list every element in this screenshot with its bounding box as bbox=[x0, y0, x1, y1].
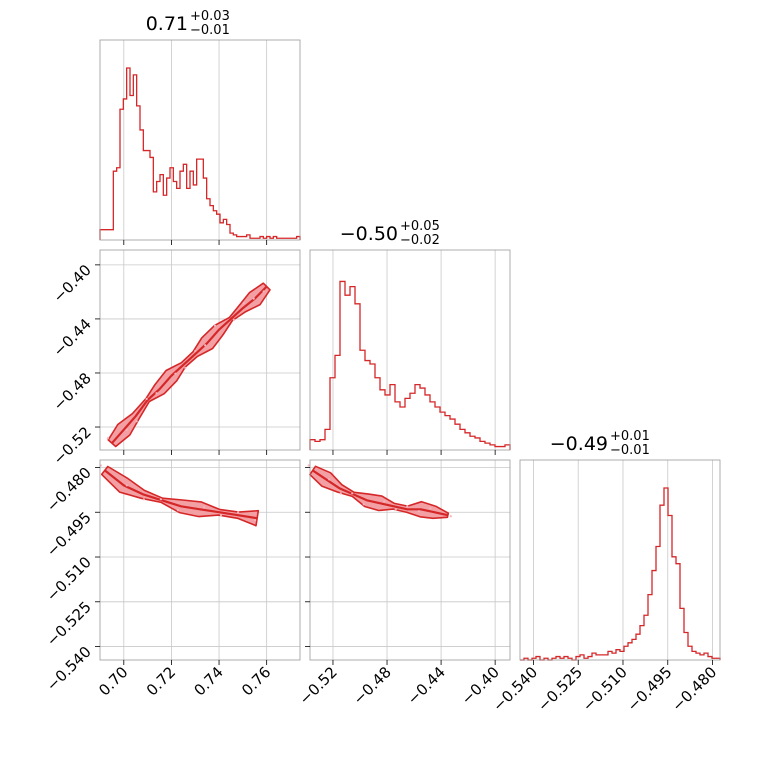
density-contour-0-2 bbox=[100, 465, 260, 527]
panel-title-plus-1: +0.05 bbox=[400, 219, 440, 234]
y-tick-label-2-3: −0.495 bbox=[43, 508, 95, 560]
tick-layer: −0.540−0.525−0.510−0.495−0.480−0.52−0.48… bbox=[43, 240, 720, 715]
y-tick-label-1-2: −0.44 bbox=[50, 315, 95, 360]
density-contour-0-1 bbox=[107, 282, 271, 448]
sample-point-0-1-6 bbox=[184, 366, 187, 369]
density-ridge-1-2 bbox=[312, 469, 449, 517]
sample-point-0-1-12 bbox=[252, 297, 255, 300]
panel-frame-1-2 bbox=[309, 459, 511, 661]
sample-point-1-2-7 bbox=[406, 505, 409, 508]
sample-point-0-1-2 bbox=[135, 420, 138, 423]
sample-point-1-2-9 bbox=[429, 507, 432, 510]
grid-layer bbox=[100, 40, 713, 660]
sample-point-0-1-0 bbox=[106, 437, 110, 440]
sample-point-1-2-5 bbox=[383, 500, 386, 503]
x-tick-label-2-2: −0.510 bbox=[579, 663, 631, 715]
x-tick-label-1-0: −0.52 bbox=[296, 663, 341, 708]
sample-point-0-2-2 bbox=[142, 498, 145, 501]
y-tick-label-2-4: −0.480 bbox=[43, 464, 95, 516]
y-tick-label-1-1: −0.48 bbox=[50, 369, 95, 414]
sample-point-0-1-13 bbox=[262, 290, 265, 293]
density-ridge-0-2 bbox=[104, 469, 258, 520]
density-contour-1-2 bbox=[309, 465, 450, 520]
x-tick-label-0-3: 0.76 bbox=[238, 663, 274, 699]
sample-point-0-2-4 bbox=[176, 509, 180, 512]
sample-point-1-2-10 bbox=[449, 515, 452, 518]
sample-point-1-2-2 bbox=[339, 492, 342, 495]
y-tick-label-2-2: −0.510 bbox=[43, 553, 95, 605]
sample-point-0-2-8 bbox=[254, 519, 257, 522]
x-tick-label-0-2: 0.74 bbox=[191, 663, 227, 699]
panel-frame-0-1 bbox=[99, 249, 301, 451]
y-tick-label-2-0: −0.540 bbox=[43, 643, 95, 695]
x-tick-label-2-1: −0.525 bbox=[534, 663, 586, 715]
sample-point-1-2-8 bbox=[417, 510, 420, 513]
sample-point-0-1-3 bbox=[145, 397, 148, 401]
panel-frame-2-2 bbox=[519, 459, 721, 661]
sample-point-1-2-1 bbox=[328, 478, 331, 481]
x-tick-label-2-3: −0.495 bbox=[624, 663, 676, 715]
y-tick-label-1-3: −0.40 bbox=[50, 261, 95, 306]
panel-title-minus-0: −0.01 bbox=[190, 23, 230, 38]
panel-title-value-1: −0.50 bbox=[340, 223, 398, 245]
y-tick-label-1-0: −0.52 bbox=[50, 423, 95, 468]
x-tick-label-1-2: −0.44 bbox=[404, 663, 449, 708]
sample-point-1-2-4 bbox=[362, 503, 365, 506]
sample-point-0-1-11 bbox=[242, 302, 245, 305]
panel-title-minus-2: −0.01 bbox=[610, 443, 650, 458]
frame-layer bbox=[99, 39, 721, 661]
panel-title-plus-0: +0.03 bbox=[190, 9, 230, 24]
title-layer: 0.71 +0.03−0.01−0.50 +0.05−0.02−0.49 +0.01−… bbox=[146, 9, 650, 458]
histogram-step-0 bbox=[99, 67, 301, 240]
sample-point-0-1-5 bbox=[174, 372, 177, 375]
panel-title-plus-2: +0.01 bbox=[610, 429, 650, 444]
panel-frame-1-1 bbox=[309, 249, 511, 451]
sample-point-0-2-3 bbox=[159, 498, 163, 501]
sample-point-1-2-6 bbox=[394, 508, 397, 511]
x-tick-label-2-4: −0.480 bbox=[668, 663, 720, 715]
sample-point-0-2-1 bbox=[125, 484, 128, 487]
density-ridge-0-1 bbox=[111, 285, 268, 444]
sample-point-0-1-8 bbox=[204, 344, 207, 347]
sample-point-0-2-5 bbox=[202, 506, 206, 509]
panel-title-value-0: 0.71 bbox=[146, 13, 188, 35]
panel-frame-0-0 bbox=[99, 39, 301, 241]
panel-frame-0-2 bbox=[99, 459, 301, 661]
panel-title-value-2: −0.49 bbox=[550, 433, 608, 455]
sample-point-1-2-0 bbox=[307, 464, 310, 467]
sample-point-0-1-1 bbox=[125, 428, 128, 431]
sample-point-0-2-6 bbox=[219, 514, 223, 517]
x-tick-label-1-1: −0.48 bbox=[350, 663, 395, 708]
sample-point-0-2-7 bbox=[236, 511, 240, 514]
sample-point-0-1-4 bbox=[155, 392, 158, 395]
histogram-step-1 bbox=[309, 280, 511, 450]
data-layer bbox=[99, 67, 721, 661]
x-tick-label-0-1: 0.72 bbox=[143, 663, 179, 699]
sample-point-0-1-7 bbox=[194, 349, 197, 353]
sample-point-0-1-10 bbox=[232, 318, 236, 322]
histogram-step-2 bbox=[520, 487, 721, 661]
x-tick-label-0-0: 0.70 bbox=[95, 663, 131, 699]
panel-title-minus-1: −0.02 bbox=[400, 233, 440, 248]
y-tick-label-2-1: −0.525 bbox=[43, 598, 95, 650]
sample-point-1-2-3 bbox=[351, 492, 354, 495]
sample-point-0-1-9 bbox=[213, 324, 217, 327]
